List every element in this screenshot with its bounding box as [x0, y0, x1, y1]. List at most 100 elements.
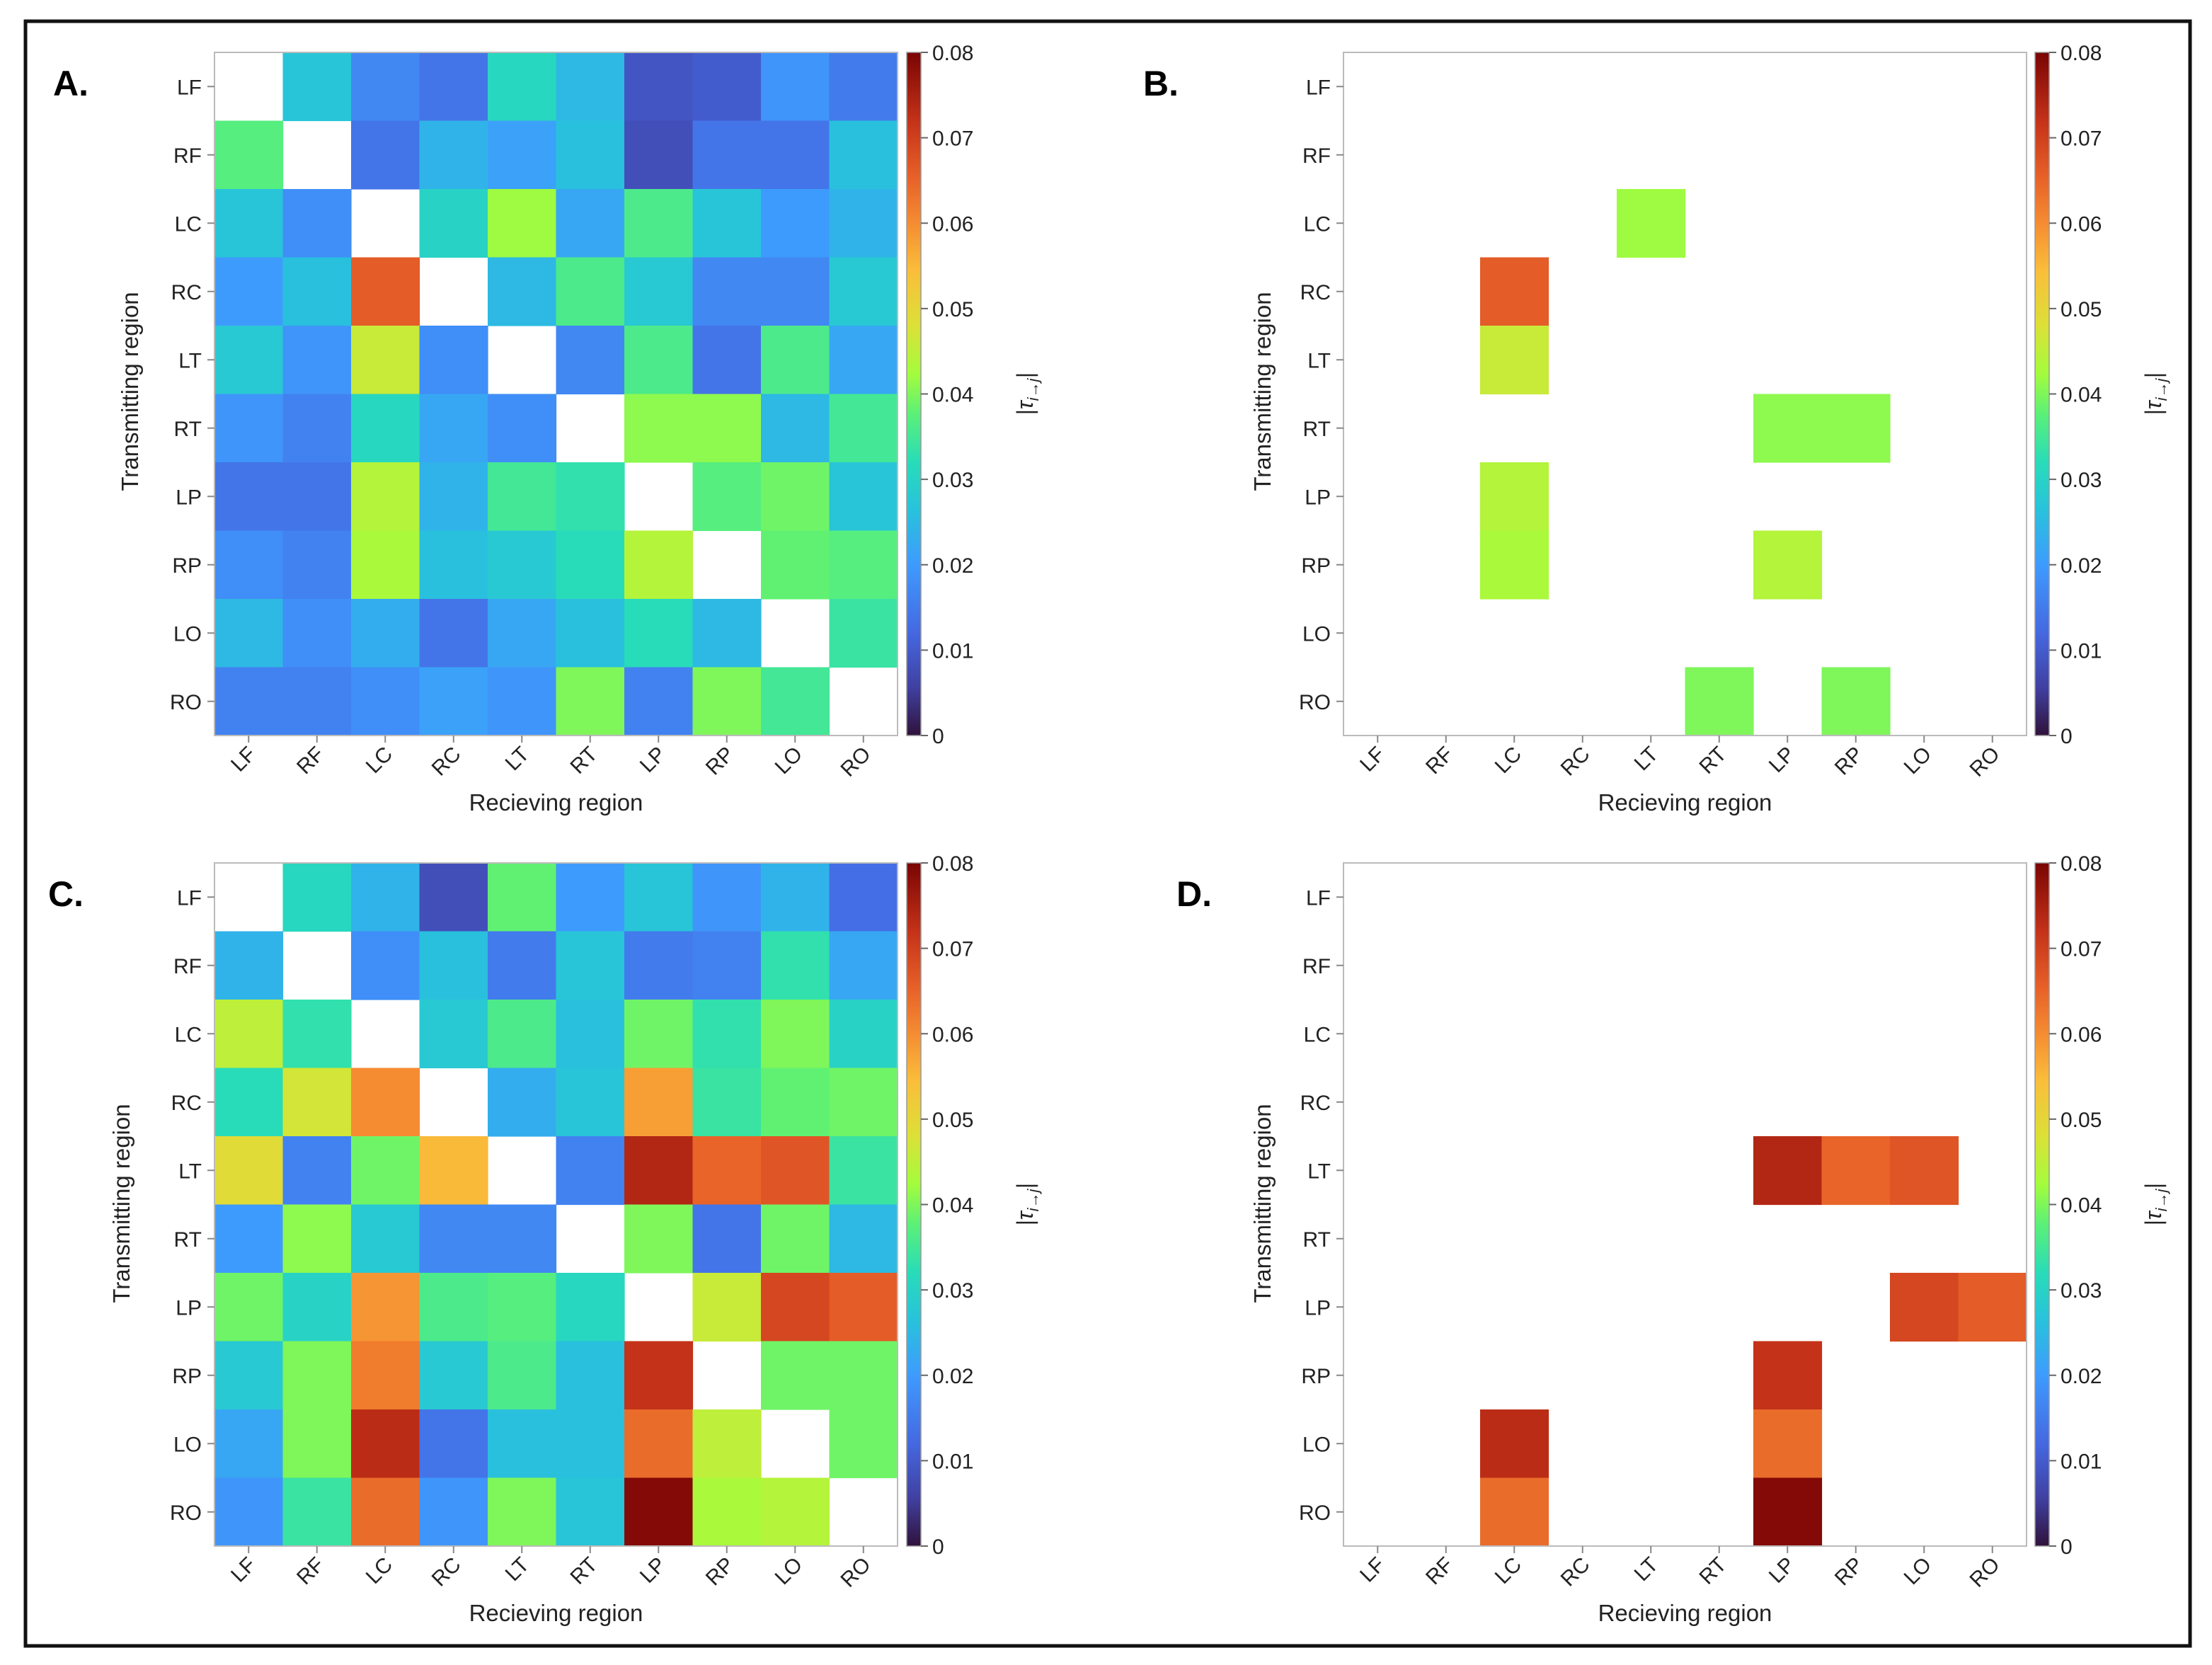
- colorbar-tick-label: 0.05: [2061, 1109, 2102, 1132]
- heatmap-cell: [214, 1477, 284, 1547]
- colorbar-label-sub: i→j: [1024, 378, 1042, 401]
- heatmap-cell: [829, 1204, 898, 1274]
- colorbar-label-main: |τ: [2141, 399, 2166, 415]
- x-tick-label: LT: [1630, 1553, 1663, 1586]
- heatmap-cell: [761, 1204, 830, 1274]
- heatmap-cell: [282, 189, 352, 258]
- heatmap-cell: [214, 394, 284, 463]
- heatmap-cell: [624, 394, 694, 463]
- heatmap-cell: [692, 1477, 762, 1547]
- heatmap-cell: [351, 1477, 420, 1547]
- y-tick-label: RO: [170, 1501, 202, 1525]
- plot-frame: [1343, 862, 2027, 1547]
- heatmap-cell: [624, 599, 694, 668]
- y-tick-label: RP: [172, 554, 202, 578]
- y-tick-label: RO: [170, 691, 202, 714]
- heatmap-cell: [1753, 1136, 1823, 1206]
- heatmap-cell: [351, 931, 420, 1000]
- heatmap-cell: [488, 1204, 557, 1274]
- x-tick-label: LC: [362, 743, 397, 778]
- heatmap-cell: [488, 1273, 557, 1342]
- heatmap-cell: [624, 326, 694, 395]
- heatmap-cell: [351, 1204, 420, 1274]
- heatmap-cell: [419, 599, 488, 668]
- heatmap-cell: [419, 326, 488, 395]
- heatmap-cell: [692, 1136, 762, 1206]
- heatmap-cell: [829, 52, 898, 122]
- y-tick-label: LC: [1304, 212, 1331, 236]
- y-tick-label: RO: [1299, 1501, 1331, 1525]
- colorbar-tick-label: 0.05: [932, 1109, 973, 1132]
- y-axis-label: Transmitting region: [1249, 292, 1276, 491]
- y-tick-label: LO: [173, 622, 202, 646]
- colorbar-tick-label: 0.05: [2061, 298, 2102, 321]
- x-axis-label: Recieving region: [1598, 789, 1772, 816]
- heatmap-cell: [761, 1136, 830, 1206]
- heatmap-cell: [488, 863, 557, 932]
- heatmap-cell: [556, 120, 625, 190]
- y-tick-label: RT: [174, 1228, 202, 1252]
- colorbar-label-close: |: [2141, 372, 2166, 378]
- y-tick-label: RC: [1300, 1092, 1331, 1115]
- heatmap-cell: [1480, 1477, 1549, 1547]
- heatmap-cell: [419, 1477, 488, 1547]
- y-tick-label: LP: [1305, 486, 1331, 509]
- colorbar: [906, 862, 922, 1547]
- heatmap-cell: [1617, 189, 1686, 258]
- x-axis-label: Recieving region: [1598, 1600, 1772, 1626]
- heatmap-cell: [556, 530, 625, 600]
- x-tick-label: LP: [1765, 1553, 1799, 1588]
- heatmap-cell: [282, 667, 352, 736]
- heatmap-cell: [829, 1273, 898, 1342]
- heatmap-cell: [488, 1341, 557, 1410]
- y-tick-label: RP: [172, 1365, 202, 1388]
- y-axis-label: Transmitting region: [108, 1104, 134, 1303]
- heatmap-cell: [488, 52, 557, 122]
- heatmap-cell: [214, 1273, 284, 1342]
- heatmap-cell: [488, 1000, 557, 1069]
- y-tick-label: RC: [171, 1092, 202, 1115]
- heatmap-cell: [624, 257, 694, 326]
- heatmap-cell: [214, 120, 284, 190]
- heatmap-cell: [761, 667, 830, 736]
- colorbar: [2034, 52, 2050, 736]
- colorbar-tick-label: 0.08: [2061, 42, 2102, 65]
- x-tick-label: LT: [501, 1553, 534, 1586]
- heatmap-cell: [1480, 257, 1549, 326]
- heatmap-cell: [282, 1204, 352, 1274]
- heatmap-cell: [692, 599, 762, 668]
- heatmap-cell: [214, 530, 284, 600]
- heatmap-cell: [1753, 1341, 1823, 1410]
- heatmap-cell: [829, 1068, 898, 1137]
- x-tick-label: RO: [837, 743, 876, 782]
- x-tick-label: LF: [1356, 743, 1389, 777]
- colorbar-tick-label: 0.06: [932, 212, 973, 236]
- y-tick-label: LC: [175, 1023, 202, 1046]
- heatmap-cell: [556, 189, 625, 258]
- y-axis-label: Transmitting region: [117, 292, 143, 491]
- y-tick-label: LC: [175, 212, 202, 236]
- heatmap-cell: [1821, 394, 1891, 463]
- x-tick-label: LT: [501, 743, 534, 776]
- plot-frame: [214, 52, 898, 736]
- x-tick-label: LF: [227, 743, 260, 777]
- heatmap-cell: [556, 863, 625, 932]
- colorbar-tick-label: 0.03: [2061, 1279, 2102, 1303]
- heatmap-cell: [692, 1068, 762, 1137]
- heatmap-cell: [351, 394, 420, 463]
- x-tick-label: RT: [566, 743, 602, 779]
- heatmap-cell: [556, 1477, 625, 1547]
- colorbar-label: |τi→j|: [1012, 1183, 1042, 1225]
- heatmap-cell: [556, 52, 625, 122]
- heatmap-cell: [1480, 1409, 1549, 1479]
- heatmap-cell: [419, 1136, 488, 1206]
- heatmap-cell: [282, 1477, 352, 1547]
- colorbar-tick-label: 0.03: [932, 469, 973, 492]
- heatmap-cell: [282, 462, 352, 532]
- heatmap-cell: [351, 667, 420, 736]
- heatmap-cell: [351, 1068, 420, 1137]
- x-tick-label: RC: [428, 1553, 466, 1591]
- heatmap-cell: [761, 1477, 830, 1547]
- y-tick-label: LT: [178, 1160, 202, 1183]
- colorbar-label-sub: i→j: [2153, 1189, 2170, 1212]
